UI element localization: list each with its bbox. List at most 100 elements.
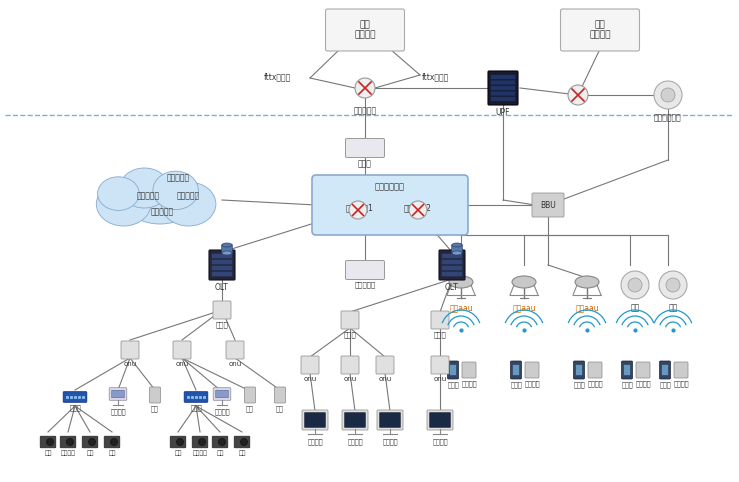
FancyBboxPatch shape (621, 361, 633, 379)
FancyBboxPatch shape (452, 245, 463, 254)
FancyBboxPatch shape (442, 266, 463, 270)
Text: 办公电脑: 办公电脑 (214, 409, 230, 415)
Circle shape (661, 88, 675, 102)
FancyBboxPatch shape (312, 175, 468, 235)
FancyBboxPatch shape (112, 390, 124, 398)
FancyBboxPatch shape (64, 392, 86, 402)
Text: 工业采集: 工业采集 (307, 438, 323, 444)
Text: fttx互联网: fttx互联网 (421, 72, 449, 81)
FancyBboxPatch shape (213, 301, 231, 319)
FancyBboxPatch shape (245, 387, 256, 403)
Text: 插卡设备: 插卡设备 (673, 380, 689, 387)
Text: 核心交换机1: 核心交换机1 (346, 203, 374, 213)
Text: 办公服务器: 办公服务器 (177, 191, 200, 201)
Ellipse shape (222, 251, 232, 255)
Text: 交换机: 交换机 (190, 404, 202, 411)
FancyBboxPatch shape (40, 436, 56, 448)
Circle shape (628, 278, 642, 292)
Circle shape (177, 439, 183, 445)
Text: 工业采集: 工业采集 (347, 438, 363, 444)
FancyBboxPatch shape (488, 71, 518, 105)
FancyBboxPatch shape (344, 413, 366, 428)
FancyBboxPatch shape (674, 362, 688, 378)
FancyBboxPatch shape (491, 80, 515, 85)
FancyBboxPatch shape (341, 356, 359, 374)
Text: 插卡设备: 插卡设备 (636, 380, 651, 387)
FancyBboxPatch shape (274, 387, 285, 403)
FancyBboxPatch shape (222, 245, 232, 254)
FancyBboxPatch shape (431, 311, 449, 329)
Text: 插卡设备: 插卡设备 (588, 380, 603, 387)
FancyBboxPatch shape (573, 361, 585, 379)
Circle shape (240, 439, 248, 445)
Text: onu: onu (228, 361, 242, 367)
FancyBboxPatch shape (491, 75, 515, 80)
FancyBboxPatch shape (442, 272, 463, 276)
FancyBboxPatch shape (450, 365, 456, 375)
FancyBboxPatch shape (211, 272, 232, 276)
FancyBboxPatch shape (184, 392, 208, 402)
FancyBboxPatch shape (491, 86, 515, 90)
Text: 电话: 电话 (276, 405, 284, 412)
Text: 基站aau: 基站aau (449, 304, 473, 313)
FancyBboxPatch shape (429, 413, 451, 428)
FancyBboxPatch shape (209, 250, 235, 280)
Text: 核心路由器: 核心路由器 (353, 106, 377, 115)
Text: 移动端: 移动端 (659, 381, 671, 388)
Text: onu: onu (123, 361, 137, 367)
Text: 分光器: 分光器 (344, 331, 356, 337)
Ellipse shape (575, 276, 599, 288)
FancyBboxPatch shape (532, 193, 564, 217)
Text: 分光器: 分光器 (216, 321, 228, 328)
Text: 网管服务器: 网管服务器 (166, 174, 190, 183)
FancyBboxPatch shape (211, 260, 232, 264)
Ellipse shape (512, 276, 536, 288)
Text: OLT: OLT (215, 283, 229, 292)
FancyBboxPatch shape (304, 413, 325, 428)
FancyBboxPatch shape (511, 361, 522, 379)
FancyBboxPatch shape (431, 356, 449, 374)
Circle shape (219, 439, 225, 445)
Text: 监控: 监控 (44, 450, 52, 455)
Text: UPF: UPF (496, 108, 510, 117)
Circle shape (111, 439, 118, 445)
Circle shape (654, 81, 682, 109)
FancyBboxPatch shape (192, 436, 208, 448)
FancyBboxPatch shape (216, 390, 228, 398)
Text: 生产服务器: 生产服务器 (151, 207, 174, 216)
Text: 接入分组设备: 接入分组设备 (654, 113, 682, 122)
Text: 移动端: 移动端 (621, 381, 633, 388)
FancyBboxPatch shape (226, 341, 244, 359)
FancyBboxPatch shape (302, 410, 328, 430)
FancyBboxPatch shape (346, 138, 384, 158)
Text: 监控: 监控 (217, 450, 224, 455)
Text: 基站aau: 基站aau (512, 304, 536, 313)
FancyBboxPatch shape (380, 413, 401, 428)
FancyBboxPatch shape (212, 436, 228, 448)
Text: 分光器: 分光器 (434, 331, 446, 337)
FancyBboxPatch shape (491, 97, 515, 101)
FancyBboxPatch shape (121, 341, 139, 359)
FancyBboxPatch shape (342, 410, 368, 430)
FancyBboxPatch shape (211, 254, 232, 258)
Ellipse shape (161, 182, 216, 226)
Text: 电话: 电话 (246, 405, 254, 412)
Text: 电话: 电话 (151, 405, 159, 412)
Text: onu: onu (344, 376, 357, 382)
Text: 上网行为管理: 上网行为管理 (375, 183, 405, 191)
Circle shape (659, 271, 687, 299)
Circle shape (409, 201, 427, 219)
FancyBboxPatch shape (427, 410, 453, 430)
Text: 监控: 监控 (174, 450, 182, 455)
Text: 插卡设备: 插卡设备 (524, 380, 539, 387)
FancyBboxPatch shape (213, 388, 231, 400)
FancyBboxPatch shape (636, 362, 650, 378)
FancyBboxPatch shape (525, 362, 539, 378)
Circle shape (47, 439, 53, 445)
FancyBboxPatch shape (60, 436, 76, 448)
FancyBboxPatch shape (624, 365, 630, 375)
FancyBboxPatch shape (173, 341, 191, 359)
FancyBboxPatch shape (341, 311, 359, 329)
Text: onu: onu (304, 376, 316, 382)
Circle shape (67, 439, 73, 445)
